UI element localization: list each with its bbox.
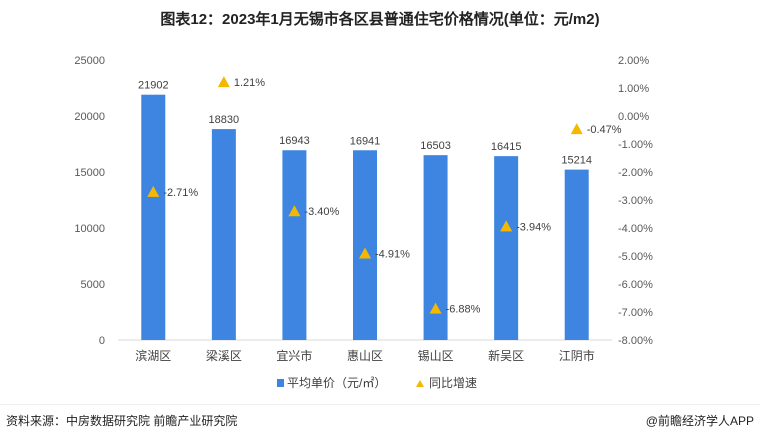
x-tick-label: 锡山区 [418,348,454,363]
y2-tick-label: -5.00% [618,251,653,263]
growth-value-label: -6.88% [446,304,481,316]
y2-tick-label: -7.00% [618,307,653,319]
y-tick-label: 25000 [74,55,105,67]
legend-growth-label: 同比增速 [429,376,477,390]
y2-tick-label: 0.00% [618,111,649,123]
legend-growth-swatch [416,380,424,387]
x-tick-label: 江阴市 [559,348,595,363]
growth-marker [500,220,513,232]
x-tick-label: 宜兴市 [276,348,312,363]
x-tick-label: 新吴区 [488,348,524,363]
x-tick-label: 惠山区 [347,349,383,363]
bar-value-label: 16943 [279,135,310,147]
y2-tick-label: 2.00% [618,55,649,67]
legend-bar-label: 平均单价（元/㎡） [287,376,386,390]
source-note: 资料来源：中房数据研究院 前瞻产业研究院 [6,414,238,428]
bar-value-label: 16415 [491,141,522,153]
chart-title: 图表12：2023年1月无锡市各区县普通住宅价格情况(单位：元/m2) [160,11,600,28]
divider [0,404,760,405]
y-tick-label: 0 [99,335,105,347]
bar [141,94,166,340]
growth-marker [570,123,583,135]
y2-tick-label: -1.00% [618,139,653,151]
bar [494,156,519,340]
growth-value-label: -3.40% [304,206,339,218]
credit: @前瞻经济学人APP [645,414,754,428]
y-tick-label: 20000 [74,111,105,123]
growth-marker [359,247,371,259]
x-tick-label: 梁溪区 [206,348,242,363]
y2-tick-label: -3.00% [618,195,653,207]
growth-value-label: -4.91% [375,248,410,260]
growth-value-label: -0.47% [587,124,622,136]
bar [282,150,307,340]
growth-value-label: 1.21% [234,77,265,89]
growth-marker [288,205,301,217]
y2-tick-label: -6.00% [618,279,653,291]
bar-value-label: 18830 [209,114,240,126]
y2-tick-label: -2.00% [618,167,653,179]
bar-value-label: 16941 [350,135,381,147]
y-tick-label: 10000 [74,223,105,235]
bar-value-label: 16503 [420,140,451,152]
x-tick-label: 滨湖区 [135,348,171,363]
growth-value-label: -2.71% [163,187,198,199]
growth-marker [217,76,230,88]
y-tick-label: 15000 [74,167,105,179]
bar [211,129,236,340]
growth-marker [147,185,160,197]
growth-marker [429,302,442,314]
bar [353,150,377,340]
growth-value-label: -3.94% [516,221,551,233]
bar-value-label: 21902 [138,80,169,92]
legend-bar-swatch [277,379,284,387]
y2-tick-label: 1.00% [618,83,649,95]
y2-tick-label: -8.00% [618,335,653,347]
bar-value-label: 15214 [561,155,592,167]
y-tick-label: 5000 [81,279,105,291]
bar [564,169,589,340]
y2-tick-label: -4.00% [618,223,653,235]
